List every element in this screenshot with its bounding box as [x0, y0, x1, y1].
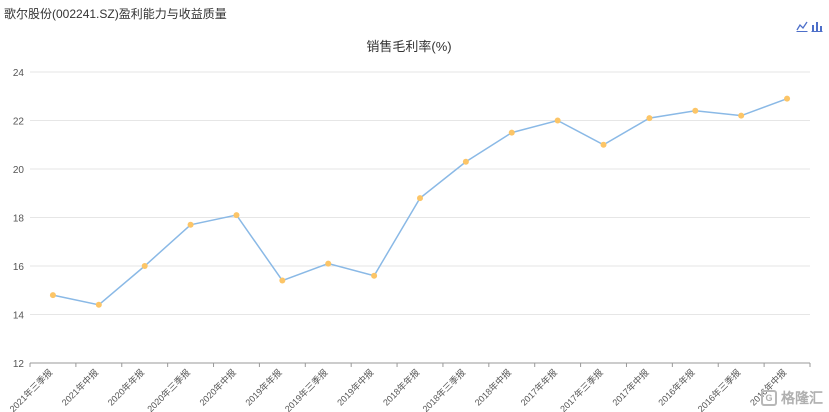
- y-tick-label: 14: [13, 311, 25, 322]
- x-tick-label: 2019年年报: [243, 367, 284, 408]
- data-point[interactable]: [554, 117, 561, 124]
- chart-title: 销售毛利率(%): [366, 39, 451, 54]
- line-chart-icon[interactable]: [796, 20, 808, 32]
- y-axis: 12 14 16 18 20 22 24: [13, 68, 25, 370]
- x-tick-label: 2017年中报: [610, 367, 651, 408]
- data-point[interactable]: [508, 129, 515, 136]
- data-point[interactable]: [279, 277, 286, 284]
- data-point[interactable]: [646, 115, 653, 122]
- x-tick-label: 2016年三季报: [695, 367, 742, 412]
- x-tick-label: 2020年中报: [197, 367, 238, 408]
- y-tick-label: 18: [13, 214, 25, 225]
- x-tick-label: 2019年中报: [334, 367, 375, 408]
- y-tick-label: 24: [13, 68, 25, 79]
- x-tick-label: 2018年年报: [380, 367, 421, 408]
- data-point[interactable]: [417, 195, 423, 202]
- page-title: 歌尔股份(002241.SZ)盈利能力与收益质量: [4, 7, 227, 21]
- watermark: G 格隆汇: [761, 388, 823, 408]
- data-point[interactable]: [462, 158, 469, 165]
- watermark-text: 格隆汇: [781, 390, 823, 406]
- x-tick-label: 2018年中报: [472, 367, 513, 408]
- data-point[interactable]: [600, 141, 607, 148]
- y-tick-label: 16: [13, 262, 25, 273]
- bar-chart-icon[interactable]: [811, 20, 823, 32]
- x-axis: 2021年三季报 2021年中报 2020年年报 2020年三季报 2020年中报 201…: [7, 362, 811, 412]
- data-point[interactable]: [233, 212, 240, 219]
- y-tick-label: 22: [13, 117, 25, 128]
- grid-layer: [30, 71, 810, 364]
- x-tick-label: 2017年年报: [518, 367, 559, 408]
- data-point[interactable]: [95, 301, 102, 308]
- x-tick-label: 2017年三季报: [558, 367, 605, 412]
- y-tick-label: 12: [13, 359, 25, 370]
- x-tick-label: 2021年中报: [59, 367, 100, 408]
- data-point[interactable]: [325, 260, 332, 267]
- y-tick-label: 20: [13, 165, 25, 176]
- data-point[interactable]: [371, 272, 378, 279]
- data-point[interactable]: [784, 95, 791, 102]
- data-point[interactable]: [738, 112, 745, 119]
- x-tick-label: 2020年三季报: [145, 367, 192, 412]
- data-point[interactable]: [692, 107, 699, 114]
- x-tick-label: 2021年三季报: [7, 367, 54, 412]
- x-tick-label: 2018年三季报: [420, 367, 467, 412]
- chart-toolbar: [796, 20, 823, 32]
- data-point[interactable]: [141, 263, 148, 269]
- watermark-logo-icon: G: [761, 390, 777, 406]
- data-point[interactable]: [49, 292, 56, 299]
- data-point[interactable]: [187, 221, 194, 228]
- x-tick-label: 2016年年报: [656, 367, 697, 408]
- series-line: [52, 97, 788, 306]
- x-tick-label: 2019年三季报: [282, 367, 329, 412]
- series-layer: [49, 95, 791, 308]
- x-tick-label: 2020年年报: [105, 367, 146, 408]
